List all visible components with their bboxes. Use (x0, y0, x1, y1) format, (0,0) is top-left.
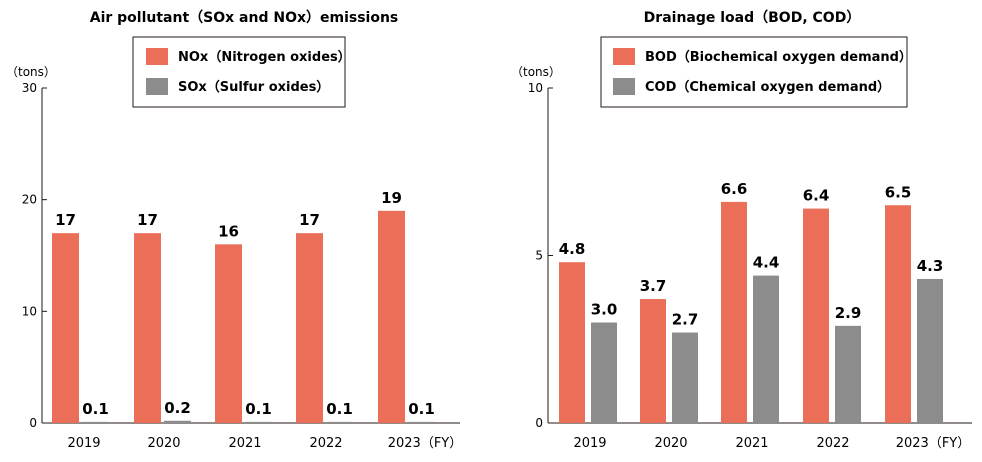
data-label: 3.0 (591, 301, 618, 319)
data-label: 16 (218, 222, 239, 240)
bar-series2-0 (82, 421, 109, 423)
bar-series1-1 (134, 233, 161, 423)
bar-series1-2 (215, 244, 242, 423)
y-axis-unit: （tons） (6, 65, 56, 79)
chart-title: Air pollutant（SOx and NOx）emissions (90, 10, 399, 26)
x-tick-label: 2020 (654, 436, 687, 451)
x-tick-label: 2020 (147, 436, 180, 451)
data-label: 0.2 (164, 399, 191, 417)
data-label: 0.1 (408, 400, 435, 418)
data-label: 2.7 (672, 311, 699, 329)
air-pollutant-chart: Air pollutant（SOx and NOx）emissions （ton… (6, 10, 462, 451)
legend: BOD（Biochemical oxygen demand） COD（Chemi… (600, 36, 912, 108)
data-label: 4.8 (559, 240, 586, 258)
bar-series2-2 (753, 275, 779, 423)
legend-label-cod: COD（Chemical oxygen demand） (645, 79, 890, 95)
x-tick-label: 2023（FY） (388, 436, 463, 451)
y-axis-unit: （tons） (511, 65, 561, 79)
legend-label-bod: BOD（Biochemical oxygen demand） (645, 49, 912, 65)
data-label: 6.5 (885, 183, 912, 201)
x-tick-label: 2023（FY） (896, 436, 971, 451)
drainage-load-chart: Drainage load（BOD, COD） （tons） BOD（Bioch… (511, 10, 972, 451)
data-label: 4.4 (753, 254, 780, 272)
bar-series1-3 (296, 233, 323, 423)
x-tick-label: 2022 (816, 436, 849, 451)
y-tick-label: 20 (22, 193, 37, 207)
legend-swatch-cod (613, 78, 635, 95)
y-tick-label: 5 (535, 249, 543, 263)
data-label: 17 (55, 211, 76, 229)
data-label: 0.1 (245, 400, 272, 418)
y-tick-label: 0 (535, 416, 543, 430)
data-label: 4.3 (917, 257, 944, 275)
legend-box (132, 36, 346, 108)
bar-series1-0 (559, 262, 585, 423)
data-label: 0.1 (326, 400, 353, 418)
legend-swatch-nox (146, 48, 168, 65)
data-label: 0.1 (82, 400, 109, 418)
legend: NOx（Nitrogen oxides） SOx（Sulfur oxides） (132, 36, 351, 108)
legend-swatch-sox (146, 78, 168, 95)
data-label: 17 (299, 211, 320, 229)
bar-series2-2 (245, 421, 272, 423)
bar-series2-1 (164, 420, 191, 423)
x-tick-label: 2021 (228, 436, 261, 451)
data-label: 2.9 (835, 304, 862, 322)
bar-series1-4 (378, 210, 405, 423)
bar-series1-2 (721, 201, 747, 423)
legend-box (600, 36, 908, 108)
bar-series2-4 (408, 421, 435, 423)
bar-series2-3 (835, 325, 861, 423)
y-tick-label: 10 (528, 81, 543, 95)
legend-label-sox: SOx（Sulfur oxides） (178, 79, 329, 95)
bar-series2-0 (591, 322, 617, 423)
bar-series2-1 (672, 332, 698, 423)
bar-series2-3 (326, 421, 353, 423)
x-tick-label: 2022 (309, 436, 342, 451)
x-tick-label: 2021 (735, 436, 768, 451)
data-label: 3.7 (640, 277, 667, 295)
chart-title: Drainage load（BOD, COD） (644, 10, 861, 26)
data-label: 6.4 (803, 187, 830, 205)
x-tick-label: 2019 (573, 436, 606, 451)
y-tick-label: 10 (22, 304, 37, 318)
legend-swatch-bod (613, 48, 635, 65)
y-tick-label: 0 (29, 416, 37, 430)
bar-series1-3 (803, 208, 829, 423)
bar-series1-4 (885, 205, 911, 423)
legend-label-nox: NOx（Nitrogen oxides） (178, 49, 351, 65)
data-label: 17 (137, 211, 158, 229)
x-tick-label: 2019 (67, 436, 100, 451)
bar-series2-4 (917, 278, 943, 423)
y-tick-label: 30 (22, 81, 37, 95)
data-label: 6.6 (721, 180, 748, 198)
bar-series1-0 (52, 233, 79, 423)
bar-series1-1 (640, 299, 666, 423)
data-label: 19 (381, 189, 402, 207)
